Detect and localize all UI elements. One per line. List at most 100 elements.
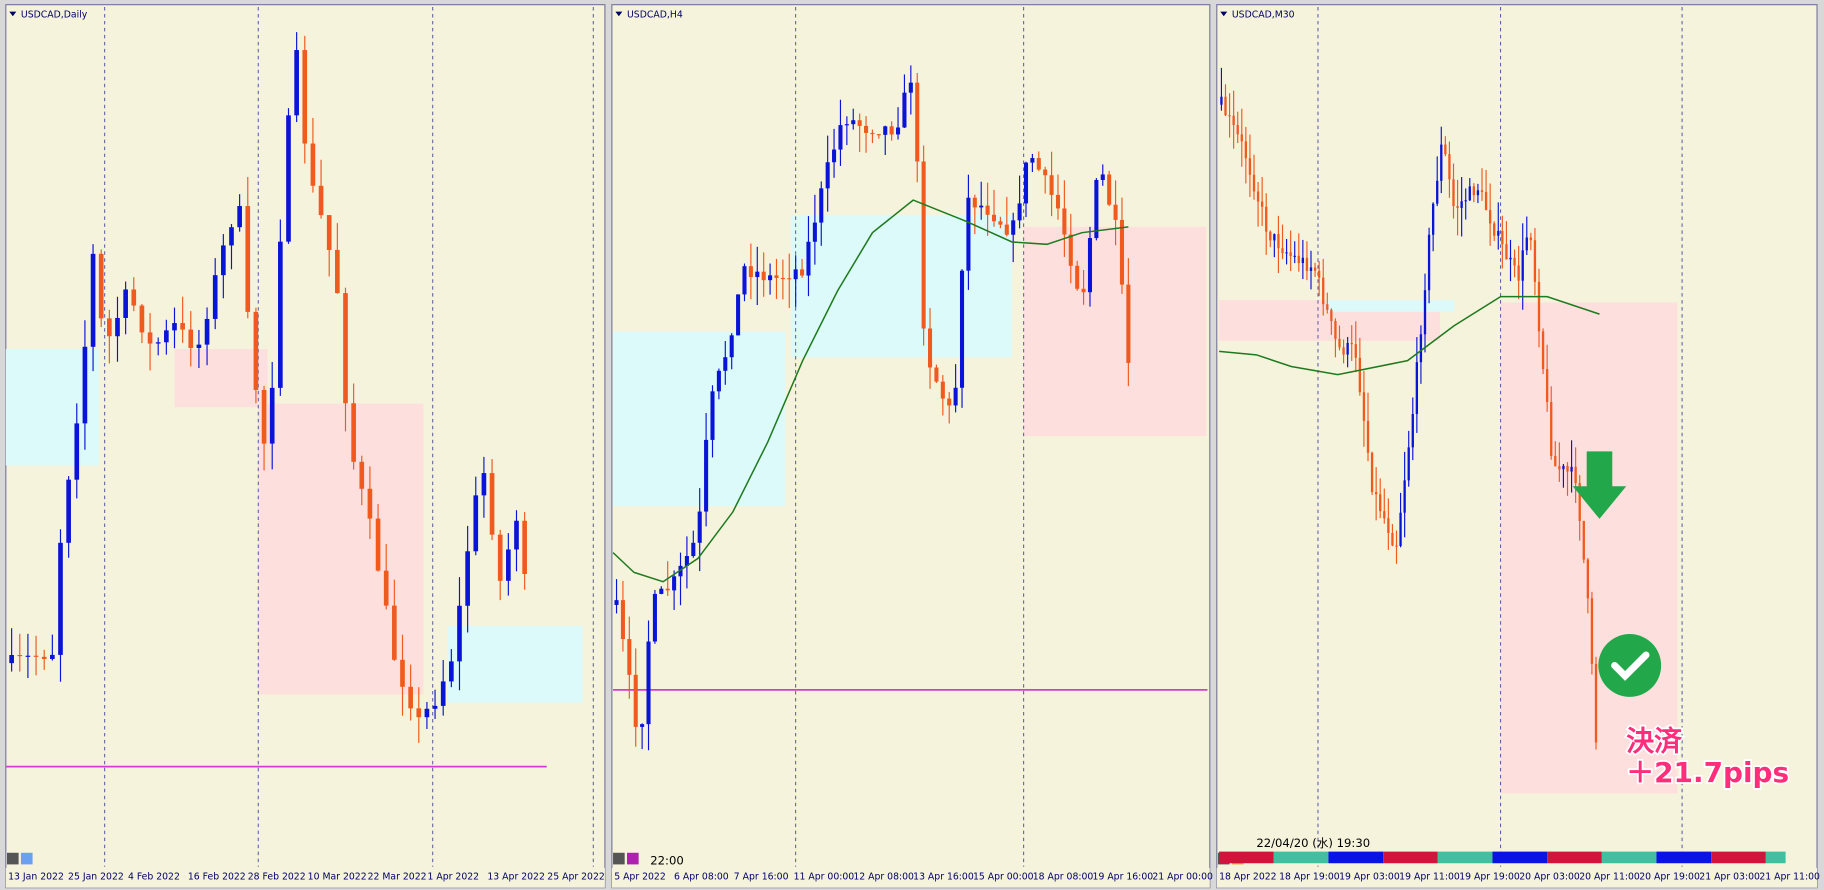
candle-body xyxy=(1370,452,1374,493)
candle-body xyxy=(351,403,356,462)
candle-body xyxy=(1570,466,1573,472)
icon-button xyxy=(627,852,639,865)
x-tick-label: 11 Apr 00:00 xyxy=(794,872,855,883)
candle-body xyxy=(1366,420,1370,453)
candle-body xyxy=(972,197,977,208)
candle-body xyxy=(1330,309,1333,322)
candle-body xyxy=(66,479,71,543)
title-arrow xyxy=(615,11,623,17)
candle-body xyxy=(1004,224,1009,235)
candle-body xyxy=(1444,144,1447,155)
candle-body xyxy=(1541,331,1545,370)
candle-body xyxy=(902,92,907,128)
candle-body xyxy=(245,206,251,312)
moving-average xyxy=(1219,295,1600,376)
candle-body xyxy=(684,556,689,566)
x-tick-label: 12 Apr 08:00 xyxy=(853,872,914,883)
x-tick-label: 19 Apr 19:00 xyxy=(1459,872,1520,883)
candle-body xyxy=(335,249,340,294)
candle-body xyxy=(1379,494,1382,512)
candle-body xyxy=(1011,220,1016,235)
candle-body xyxy=(1383,511,1386,519)
x-tick-label: 20 Apr 11:00 xyxy=(1579,872,1640,883)
candle-body xyxy=(1248,158,1252,175)
candle-body xyxy=(1017,203,1022,221)
panel-title: USDCAD,Daily xyxy=(21,9,88,20)
check-circle xyxy=(1598,634,1662,697)
candle-body xyxy=(359,461,365,489)
candle-body xyxy=(1436,180,1439,204)
candle-body xyxy=(82,346,88,424)
candle-body xyxy=(672,576,677,591)
candle-body xyxy=(98,253,104,319)
candle-body xyxy=(1525,237,1528,251)
panel-title: USDCAD,M30 xyxy=(1232,9,1295,20)
candle-body xyxy=(221,245,226,276)
candle-body xyxy=(1468,186,1471,201)
x-tick-label: 22 Mar 2022 xyxy=(368,872,427,883)
candle-body xyxy=(729,335,734,358)
candle-body xyxy=(1391,532,1394,546)
candle-body xyxy=(74,423,80,480)
candle-body xyxy=(1415,362,1419,414)
candle-body xyxy=(432,705,438,709)
candle-body xyxy=(1265,206,1268,232)
candle-body xyxy=(1350,342,1353,345)
candle-body xyxy=(876,134,881,136)
candle-body xyxy=(1087,238,1093,293)
zone xyxy=(174,349,268,408)
x-tick-label: 15 Apr 00:00 xyxy=(973,872,1034,883)
candle-body xyxy=(33,655,39,657)
candle-body xyxy=(620,600,625,640)
candle-body xyxy=(1431,203,1435,235)
candle-body xyxy=(400,659,405,687)
candle-body xyxy=(343,293,348,404)
x-tick-label: 1 Apr 2022 xyxy=(428,872,480,883)
candle-body xyxy=(825,162,830,189)
zone xyxy=(1326,300,1455,312)
zone xyxy=(791,215,1013,358)
zone xyxy=(1500,302,1678,794)
x-tick-label: 21 Apr 03:00 xyxy=(1699,872,1760,883)
candle-body xyxy=(1107,174,1112,205)
candle-body xyxy=(318,185,324,216)
candle-body xyxy=(50,654,55,659)
session-bar xyxy=(1273,851,1329,864)
x-tick-label: 19 Apr 11:00 xyxy=(1399,872,1460,883)
x-tick-label: 5 Apr 2022 xyxy=(614,872,666,883)
candle-body xyxy=(261,389,267,444)
candle-body xyxy=(180,323,185,330)
candle-body xyxy=(367,488,373,519)
candle-body xyxy=(864,125,869,133)
x-tick-label: 21 Apr 00:00 xyxy=(1152,872,1213,883)
candle-body xyxy=(1562,465,1565,470)
candle-body xyxy=(1545,369,1549,403)
candle-body xyxy=(787,278,792,280)
candle-body xyxy=(1566,465,1569,472)
candle-body xyxy=(691,542,696,557)
candle-body xyxy=(1517,265,1520,281)
candle-body xyxy=(1488,209,1492,224)
candle-body xyxy=(107,318,112,337)
x-tick-label: 20 Apr 03:00 xyxy=(1519,872,1580,883)
candle-body xyxy=(465,551,470,606)
candle-body xyxy=(147,332,153,344)
candle-body xyxy=(1285,252,1288,254)
candle-body xyxy=(1484,191,1488,210)
annotation: ＋21.7pips xyxy=(1626,756,1789,789)
candle-body xyxy=(416,708,422,718)
zone xyxy=(613,331,786,507)
candle-body xyxy=(838,125,843,150)
candle-body xyxy=(1464,200,1467,202)
candle-body xyxy=(1590,598,1594,664)
candle-body xyxy=(966,197,971,271)
candle-body xyxy=(1493,223,1496,236)
candle-body xyxy=(940,381,945,399)
candle-body xyxy=(375,518,381,571)
candle-body xyxy=(1256,191,1260,202)
candle-body xyxy=(1419,334,1423,363)
candle-body xyxy=(896,127,901,135)
candle-body xyxy=(481,473,487,496)
candle-body xyxy=(1448,154,1451,180)
candle-body xyxy=(812,222,817,242)
